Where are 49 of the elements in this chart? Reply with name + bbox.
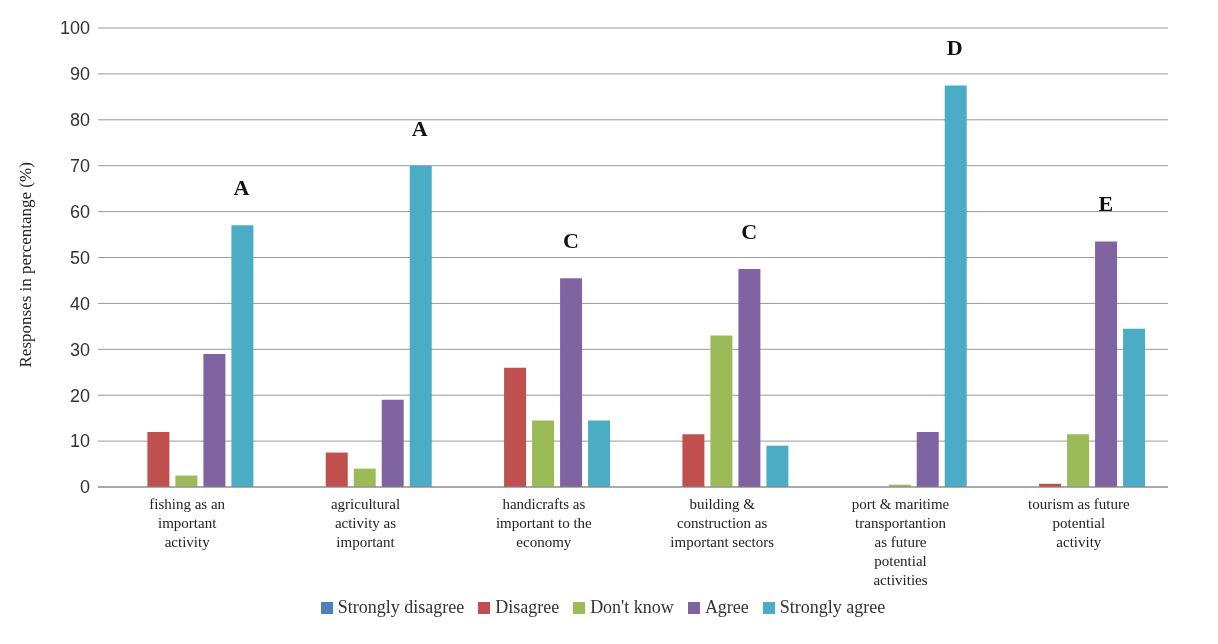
bar [203,353,226,487]
y-tick-label: 60 [69,201,90,222]
y-tick-label: 10 [69,431,90,452]
y-tick-label: 40 [69,293,90,314]
legend-label: Agree [703,597,749,618]
y-tick-label: 30 [69,339,90,360]
annotation: D [946,35,963,61]
bar [1095,241,1118,487]
bar [409,165,432,487]
y-tick-label: 50 [69,247,90,268]
legend-label: Don't know [589,597,674,618]
bar [504,367,527,487]
bar [560,278,583,487]
bar [766,445,789,487]
bar [710,335,733,487]
y-tick-label: 70 [69,156,90,177]
x-tick-label: handicrafts as important to the economy [495,496,593,550]
bar [682,434,705,487]
x-tick-label: port & maritime transportantion as future potential activities [851,496,950,588]
x-tick-label: agricultural activity as important [330,496,401,550]
bar [916,431,939,487]
bar [532,420,555,487]
x-tick-label: building & construction as important sectors [670,496,775,550]
legend-label: Strongly disagree [336,597,465,618]
legend-label: Strongly agree [778,597,886,618]
bar [325,452,348,487]
bar [738,268,761,487]
y-tick-label: 0 [79,477,90,498]
bar [1067,434,1090,487]
bar [588,420,611,487]
x-tick-label: tourism as future potential activity [1028,496,1130,550]
annotation: A [411,115,428,141]
bar [1123,328,1146,487]
y-tick-label: 100 [59,18,90,39]
bar [147,431,170,487]
y-tick-label: 80 [69,110,90,131]
bar [353,468,376,487]
legend-label: Disagree [494,597,560,618]
annotation: C [741,218,758,244]
annotation: A [233,175,250,201]
bar [231,225,254,487]
x-tick-label: fishing as an important activity [149,496,226,550]
bar [944,85,967,487]
y-tick-label: 90 [69,64,90,85]
y-axis-title: Responses in percentange (%) [16,162,36,368]
annotation: C [562,228,579,254]
annotation: E [1098,191,1114,217]
y-tick-label: 20 [69,385,90,406]
bar [381,399,404,487]
